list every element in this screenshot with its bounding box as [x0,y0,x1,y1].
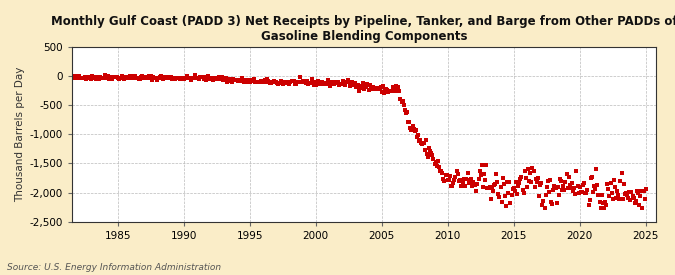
Title: Monthly Gulf Coast (PADD 3) Net Receipts by Pipeline, Tanker, and Barge from Oth: Monthly Gulf Coast (PADD 3) Net Receipts… [51,15,675,43]
Y-axis label: Thousand Barrels per Day: Thousand Barrels per Day [15,67,25,202]
Text: Source: U.S. Energy Information Administration: Source: U.S. Energy Information Administ… [7,263,221,272]
